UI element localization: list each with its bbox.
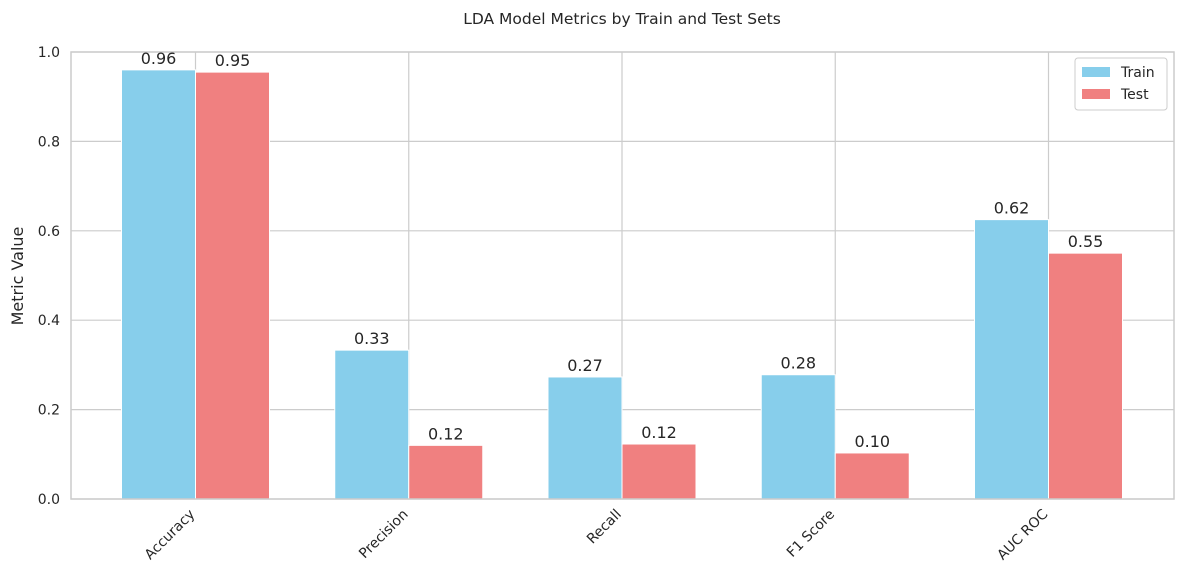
data-label: 0.96 bbox=[141, 49, 177, 68]
bar-train-recall bbox=[547, 376, 623, 500]
data-label: 0.33 bbox=[354, 329, 390, 348]
bar-test-f1-score bbox=[834, 452, 910, 500]
legend-swatch-train bbox=[1082, 67, 1110, 77]
bar-test-precision bbox=[408, 444, 484, 500]
y-tick-label: 0.0 bbox=[38, 492, 60, 508]
data-label: 0.27 bbox=[567, 356, 603, 375]
data-label: 0.12 bbox=[641, 423, 677, 442]
bar-test-accuracy bbox=[195, 71, 270, 500]
data-label: 0.55 bbox=[1068, 232, 1104, 251]
legend: Train Test bbox=[1074, 57, 1168, 111]
bar-test-auc-roc bbox=[1048, 252, 1123, 500]
bar-train-precision bbox=[334, 349, 410, 500]
bar-train-f1-score bbox=[760, 374, 836, 500]
legend-label-test: Test bbox=[1120, 87, 1149, 103]
data-label: 0.95 bbox=[215, 51, 251, 70]
x-tick-label: F1 Score bbox=[784, 507, 838, 561]
y-tick-label: 0.2 bbox=[38, 403, 60, 419]
y-tick-label: 0.6 bbox=[38, 224, 60, 240]
bar-train-accuracy bbox=[121, 69, 196, 500]
x-tick-label: AUC ROC bbox=[994, 506, 1051, 563]
data-label: 0.10 bbox=[854, 432, 890, 451]
data-label: 0.12 bbox=[428, 424, 464, 443]
legend-label-train: Train bbox=[1120, 65, 1155, 81]
y-tick-label: 0.4 bbox=[38, 313, 60, 329]
legend-swatch-test bbox=[1082, 89, 1110, 99]
y-tick-label: 1.0 bbox=[38, 45, 60, 61]
x-tick-label: Accuracy bbox=[142, 507, 199, 564]
y-tick-labels: 0.0 0.2 0.4 0.6 0.8 1.0 bbox=[38, 45, 60, 508]
data-label: 0.28 bbox=[780, 354, 816, 373]
plot-frame bbox=[70, 51, 1175, 500]
data-labels: 0.96 0.33 0.27 0.28 0.62 0.95 0.12 0.12 0.10 0.55 bbox=[141, 49, 1104, 451]
y-tick-label: 0.8 bbox=[38, 134, 60, 150]
chart-title: LDA Model Metrics by Train and Test Sets bbox=[463, 10, 781, 28]
bar-test-recall bbox=[621, 443, 697, 500]
data-label: 0.62 bbox=[994, 199, 1030, 218]
x-tick-labels: Accuracy Precision Recall F1 Score AUC ROC bbox=[142, 506, 1052, 563]
plot-border bbox=[70, 51, 1175, 500]
x-tick-label: Recall bbox=[584, 507, 625, 548]
x-tick-label: Precision bbox=[356, 507, 411, 562]
bars bbox=[121, 69, 1123, 500]
bar-train-auc-roc bbox=[974, 219, 1049, 500]
y-axis-label: Metric Value bbox=[8, 227, 27, 326]
